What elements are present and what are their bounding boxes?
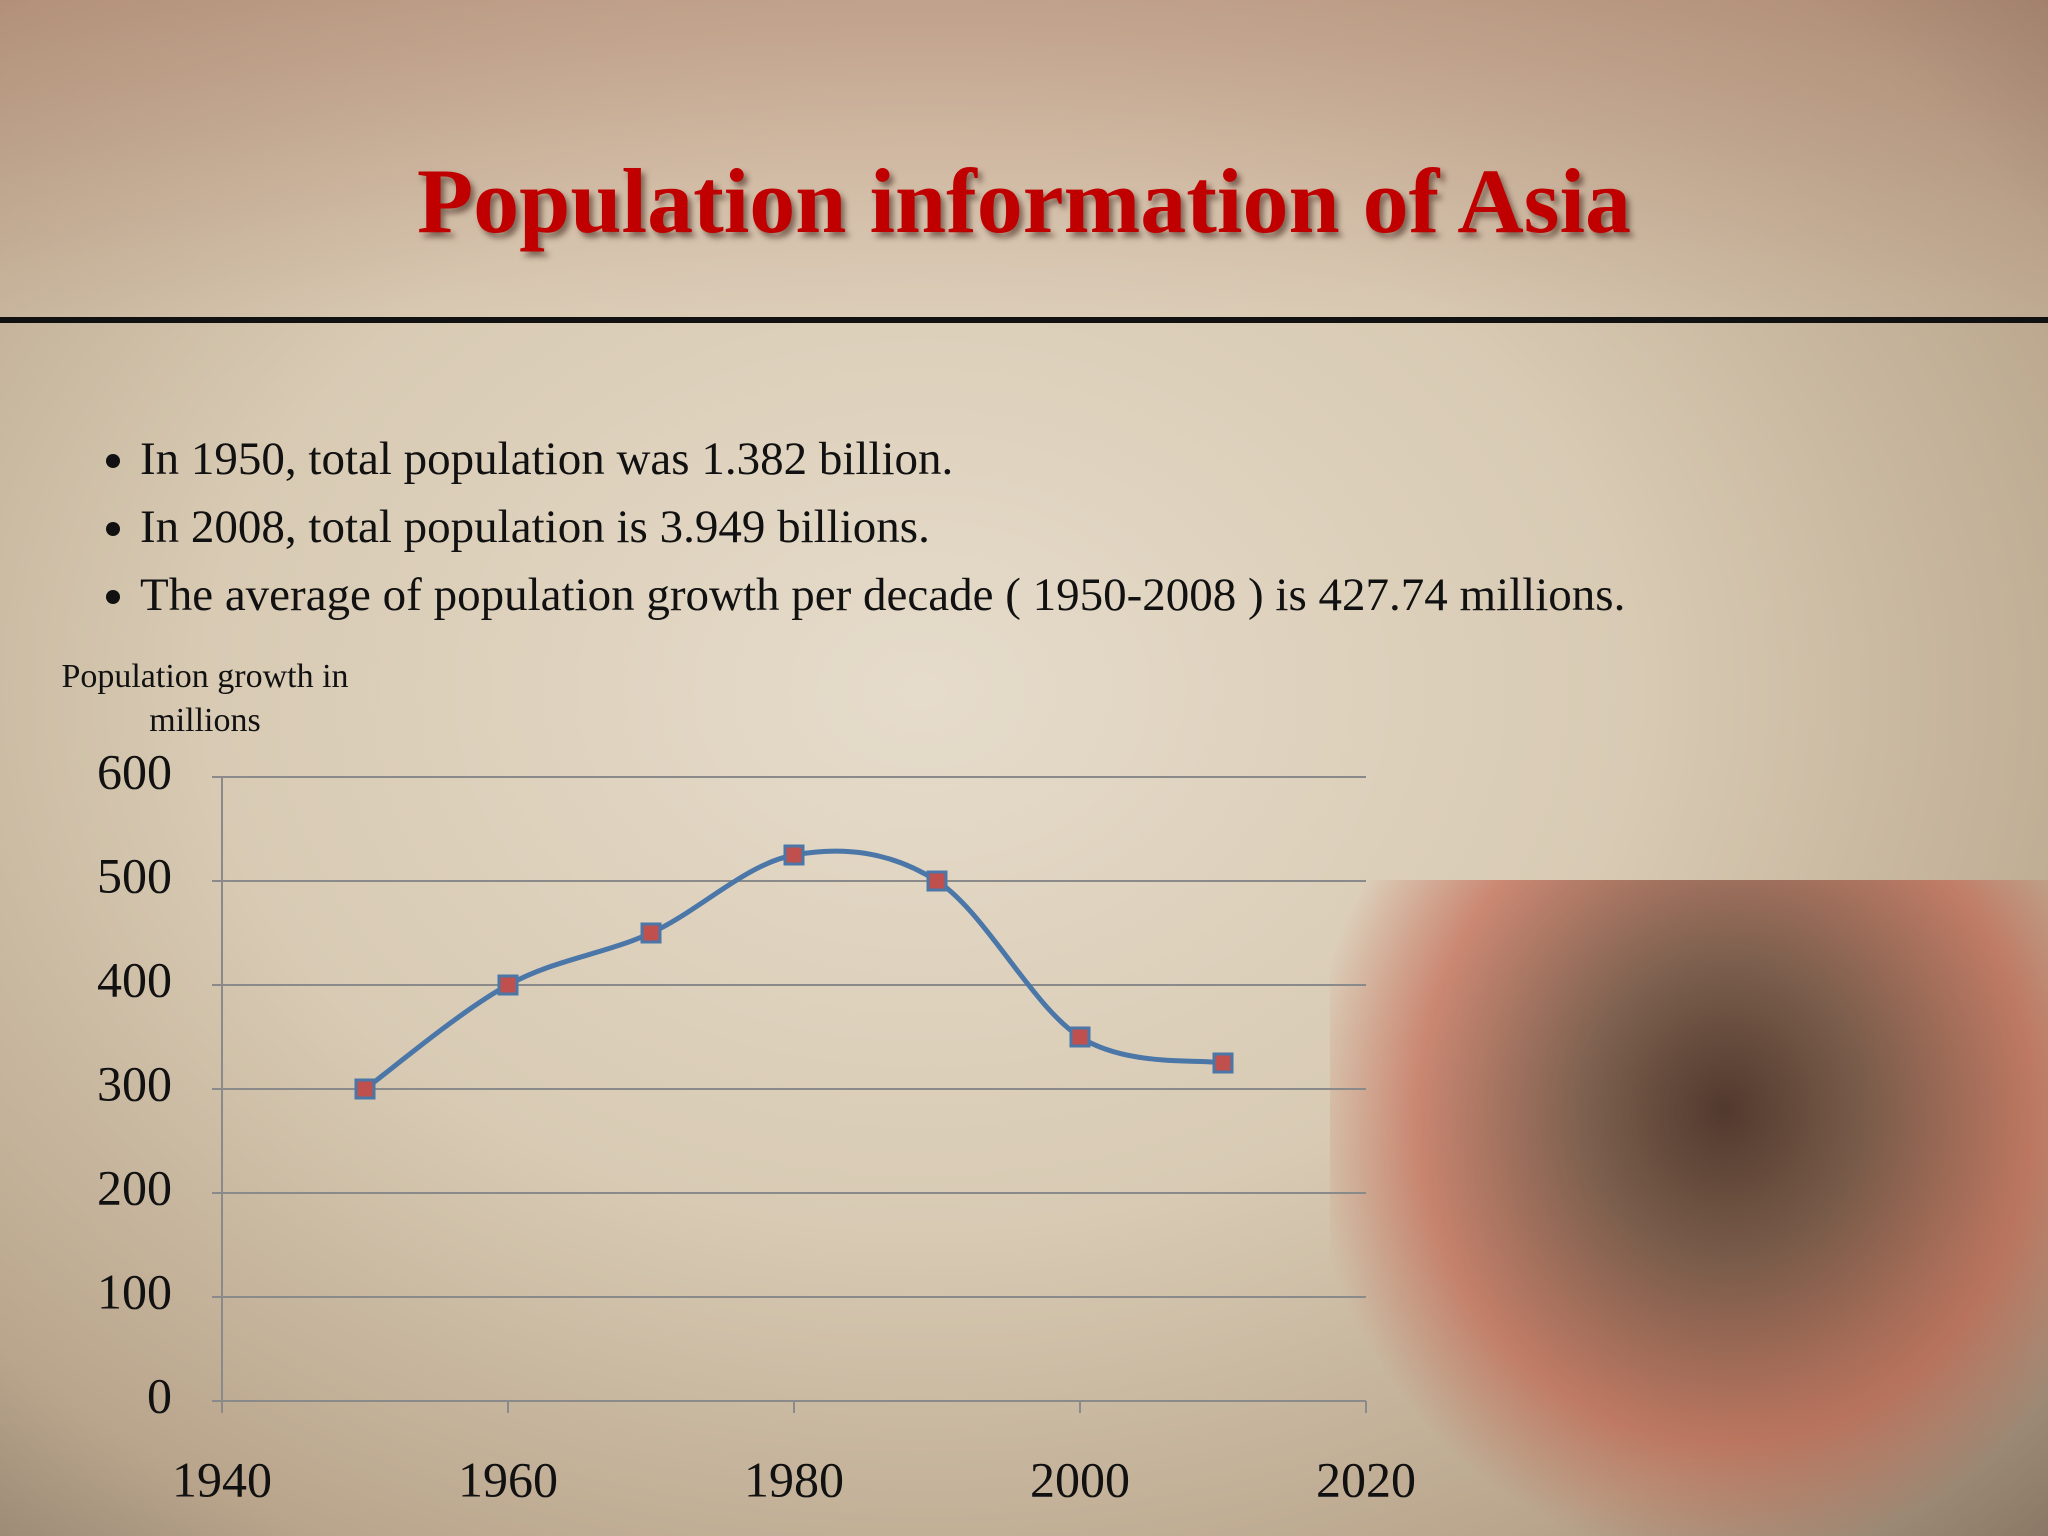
background	[0, 0, 2048, 320]
bullet: In 2008, total population is 3.949 billi…	[140, 493, 1625, 561]
y-tick-label: 500	[97, 847, 172, 903]
y-tick-label: 200	[97, 1159, 172, 1215]
bullet: In 1950, total population was 1.382 bill…	[140, 425, 1625, 493]
y-tick-label: 100	[97, 1263, 172, 1319]
bullet-list: In 1950, total population was 1.382 bill…	[100, 425, 1625, 629]
x-tick-label: 2000	[1030, 1451, 1130, 1507]
marker	[1212, 1052, 1234, 1074]
marker	[783, 844, 805, 866]
x-tick-label: 1980	[744, 1451, 844, 1507]
marker	[354, 1078, 376, 1100]
marker	[497, 974, 519, 996]
divider	[0, 317, 2048, 323]
y-tick-label: 400	[97, 951, 172, 1007]
slide-title: Population information of Asia	[416, 150, 1631, 252]
bullet: The average of population growth per dec…	[140, 561, 1625, 629]
x-tick-label: 1940	[172, 1451, 272, 1507]
y-tick-label: 0	[147, 1367, 172, 1423]
line	[363, 848, 1224, 1092]
marker	[1069, 1026, 1091, 1048]
x-tick-label: 1960	[458, 1451, 558, 1507]
y-axis-label: Population growth in millions	[61, 658, 349, 739]
marker	[926, 870, 948, 892]
photo	[1330, 880, 2048, 1536]
marker	[640, 922, 662, 944]
y-tick-label: 600	[97, 743, 172, 799]
y-tick-label: 300	[97, 1055, 172, 1111]
x-tick-label: 2020	[1316, 1451, 1416, 1507]
